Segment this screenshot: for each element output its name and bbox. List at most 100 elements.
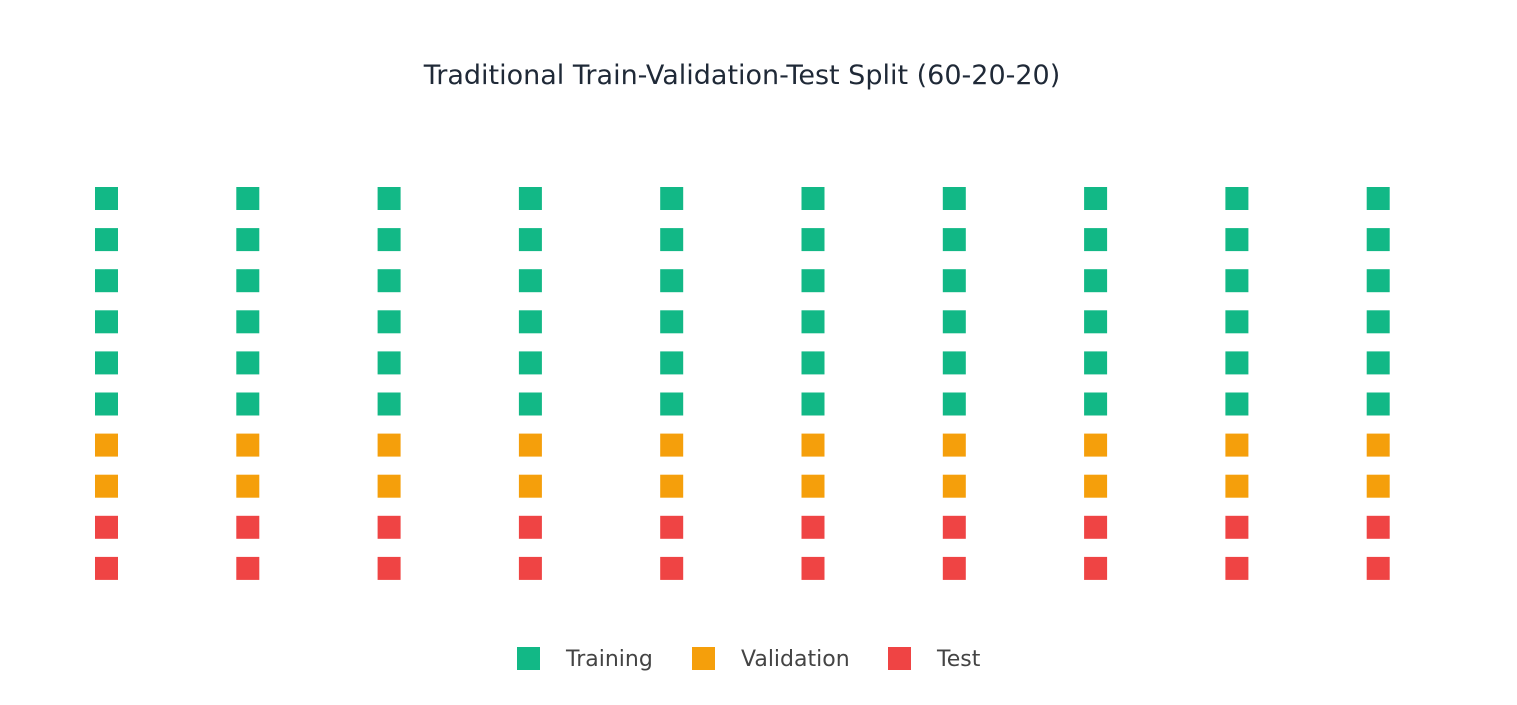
waffle-cell-validation (660, 433, 684, 457)
waffle-cell-validation (236, 433, 260, 457)
waffle-cell-training (236, 269, 260, 293)
legend-swatch-training (517, 647, 540, 670)
waffle-cell-training (801, 228, 825, 252)
waffle-cell-training (1084, 228, 1108, 252)
waffle-cell-validation (1366, 433, 1390, 457)
waffle-cell-test (518, 556, 542, 580)
legend-item-validation[interactable]: Validation (692, 647, 850, 672)
legend-label-training: Training (565, 647, 653, 672)
waffle-cell-training (236, 392, 260, 416)
waffle-cell-training (942, 310, 966, 334)
waffle-cell-training (95, 187, 118, 210)
waffle-cell-training (518, 392, 542, 416)
waffle-cell-training (236, 310, 260, 334)
waffle-cell-validation (377, 433, 401, 457)
waffle-cell-training (1225, 269, 1249, 293)
waffle-cell-training (518, 310, 542, 334)
waffle-cell-training (942, 351, 966, 375)
waffle-cell-validation (95, 474, 118, 498)
waffle-cell-validation (518, 433, 542, 457)
waffle-cell-training (942, 228, 966, 252)
waffle-cell-validation (942, 474, 966, 498)
waffle-cell-validation (1084, 433, 1108, 457)
waffle-cell-training (1366, 310, 1390, 334)
waffle-cell-training (1084, 392, 1108, 416)
chart-title: Traditional Train-Validation-Test Split … (423, 60, 1061, 91)
waffle-cell-test (1084, 556, 1108, 580)
waffle-cell-training (95, 392, 118, 416)
waffle-cell-training (660, 351, 684, 375)
waffle-cell-training (942, 392, 966, 416)
waffle-cell-test (1225, 556, 1249, 580)
waffle-cell-training (801, 392, 825, 416)
waffle-cell-test (801, 556, 825, 580)
waffle-cell-training (801, 310, 825, 334)
waffle-cell-test (942, 556, 966, 580)
waffle-cell-training (1225, 351, 1249, 375)
waffle-cell-test (801, 515, 825, 539)
waffle-cell-training (1225, 392, 1249, 416)
waffle-cell-training (1366, 269, 1390, 293)
waffle-cell-validation (518, 474, 542, 498)
waffle-cell-validation (1225, 474, 1249, 498)
waffle-cell-training (95, 310, 118, 334)
waffle-cell-training (518, 269, 542, 293)
waffle-cell-training (377, 351, 401, 375)
waffle-cell-training (518, 351, 542, 375)
waffle-cell-test (95, 556, 118, 580)
waffle-cell-training (1366, 187, 1390, 210)
waffle-cell-training (942, 187, 966, 210)
legend-label-validation: Validation (741, 647, 850, 672)
waffle-cell-test (942, 515, 966, 539)
legend-swatch-test (888, 647, 911, 670)
waffle-cell-training (95, 269, 118, 293)
waffle-cell-training (236, 228, 260, 252)
waffle-cell-test (236, 556, 260, 580)
waffle-cell-test (95, 515, 118, 539)
waffle-cell-training (95, 351, 118, 375)
waffle-cell-training (236, 351, 260, 375)
waffle-cell-validation (942, 433, 966, 457)
legend-item-training[interactable]: Training (517, 647, 653, 672)
waffle-cell-training (1084, 269, 1108, 293)
waffle-cell-training (942, 269, 966, 293)
waffle-cell-validation (377, 474, 401, 498)
waffle-cell-training (1366, 351, 1390, 375)
waffle-cell-test (377, 556, 401, 580)
waffle-cell-training (801, 187, 825, 210)
waffle-cell-training (377, 392, 401, 416)
waffle-cell-training (801, 269, 825, 293)
waffle-cell-test (1225, 515, 1249, 539)
waffle-cell-validation (660, 474, 684, 498)
waffle-cell-training (801, 351, 825, 375)
waffle-cell-training (660, 269, 684, 293)
waffle-cell-training (377, 228, 401, 252)
waffle-cell-training (1225, 228, 1249, 252)
waffle-cell-training (95, 228, 118, 252)
waffle-cell-validation (1225, 433, 1249, 457)
waffle-cell-training (660, 310, 684, 334)
waffle-cell-training (1084, 351, 1108, 375)
waffle-cell-training (1366, 228, 1390, 252)
waffle-cell-training (1225, 187, 1249, 210)
waffle-cell-validation (1366, 474, 1390, 498)
legend-swatch-validation (692, 647, 715, 670)
waffle-cell-training (1225, 310, 1249, 334)
waffle-cell-training (377, 310, 401, 334)
waffle-cell-training (1084, 187, 1108, 210)
legend: Training Validation Test (517, 647, 981, 672)
waffle-cell-training (1084, 310, 1108, 334)
waffle-cell-validation (236, 474, 260, 498)
waffle-cell-test (1084, 515, 1108, 539)
waffle-cell-training (236, 187, 260, 210)
waffle-cell-training (1366, 392, 1390, 416)
waffle-cell-test (518, 515, 542, 539)
waffle-cell-test (1366, 515, 1390, 539)
waffle-cell-training (518, 187, 542, 210)
waffle-cell-training (660, 392, 684, 416)
waffle-cell-test (660, 515, 684, 539)
legend-label-test: Test (936, 647, 981, 672)
legend-item-test[interactable]: Test (888, 647, 981, 672)
waffle-cell-validation (801, 474, 825, 498)
